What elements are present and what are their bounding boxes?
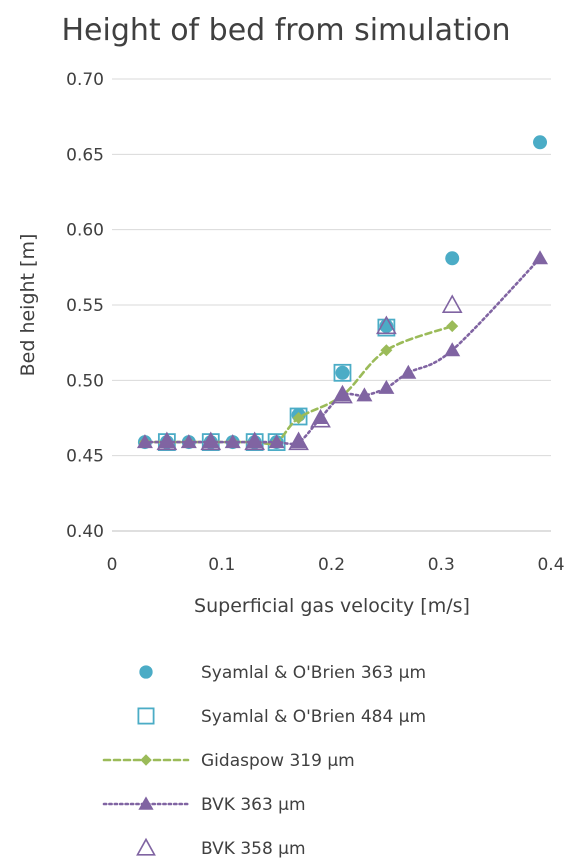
data-point <box>378 379 395 394</box>
x-tick-label: 0.1 <box>208 555 235 575</box>
data-point <box>200 431 222 451</box>
data-point <box>292 412 305 424</box>
data-point <box>139 665 153 679</box>
data-point <box>310 408 331 428</box>
data-point <box>136 837 156 856</box>
x-axis-label: Superficial gas velocity [m/s] <box>194 595 470 617</box>
y-tick-label: 0.40 <box>66 522 104 542</box>
legend-label: BVK 363 µm <box>201 795 306 815</box>
series-5 <box>156 294 463 451</box>
legend-item: Gidaspow 319 µm <box>102 751 355 771</box>
data-point <box>156 431 178 451</box>
series-3 <box>138 320 459 449</box>
data-point <box>312 410 329 424</box>
plot-area <box>136 135 549 452</box>
y-tick-label: 0.45 <box>66 447 104 467</box>
data-point <box>268 434 285 449</box>
data-point <box>202 434 219 449</box>
data-point <box>380 344 393 357</box>
legend-item: Syamlal & O'Brien 484 µm <box>137 707 426 727</box>
x-tick-label: 0.3 <box>428 555 455 575</box>
legend-item: Syamlal & O'Brien 363 µm <box>139 663 426 683</box>
data-point <box>224 434 241 449</box>
legend-label: BVK 358 µm <box>201 839 306 859</box>
data-point <box>158 434 175 449</box>
legend: Syamlal & O'Brien 363 µm Syamlal & O'Brie… <box>102 663 426 859</box>
x-tick-label: 0.2 <box>318 555 345 575</box>
data-point <box>445 251 460 266</box>
data-point <box>137 707 155 725</box>
data-point <box>290 434 307 449</box>
data-point <box>333 363 352 382</box>
data-point <box>377 318 396 337</box>
series-line <box>143 324 454 446</box>
legend-label: Syamlal & O'Brien 363 µm <box>201 663 426 683</box>
x-tick-label: 0.4 <box>537 555 564 575</box>
data-point <box>335 365 350 380</box>
data-point <box>288 431 309 451</box>
legend-label: Syamlal & O'Brien 484 µm <box>201 707 426 727</box>
data-point <box>140 754 152 766</box>
x-tick-labels: 0 0.1 0.2 0.3 0.4 <box>107 555 565 575</box>
y-tick-labels: 0.40 0.45 0.50 0.55 0.60 0.65 0.70 <box>66 70 104 542</box>
x-tick-label: 0 <box>107 555 118 575</box>
series-2 <box>157 318 396 452</box>
data-point <box>441 294 463 314</box>
legend-item: BVK 363 µm <box>102 795 306 815</box>
y-tick-label: 0.60 <box>66 221 104 241</box>
chart-title: Height of bed from simulation <box>62 13 511 48</box>
data-point <box>136 434 153 449</box>
series-4 <box>136 250 549 449</box>
data-point <box>533 135 548 150</box>
series-line <box>143 256 542 446</box>
data-point <box>289 407 308 426</box>
y-axis-label: Bed height [m] <box>17 234 39 377</box>
y-tick-label: 0.50 <box>66 371 104 391</box>
data-point <box>244 431 266 451</box>
gridlines <box>112 78 551 532</box>
data-point <box>400 364 417 379</box>
data-point <box>334 387 351 402</box>
data-point <box>446 320 459 333</box>
data-point <box>356 387 373 402</box>
legend-label: Gidaspow 319 µm <box>201 751 355 771</box>
data-point <box>376 315 397 335</box>
data-point <box>444 342 461 357</box>
data-point <box>138 796 154 810</box>
data-point <box>246 434 263 449</box>
data-point <box>180 434 197 449</box>
data-point <box>532 250 549 265</box>
legend-item: BVK 358 µm <box>136 837 306 859</box>
y-tick-label: 0.70 <box>66 70 104 90</box>
data-point <box>332 384 353 404</box>
y-tick-label: 0.65 <box>66 145 104 165</box>
y-tick-label: 0.55 <box>66 296 104 316</box>
